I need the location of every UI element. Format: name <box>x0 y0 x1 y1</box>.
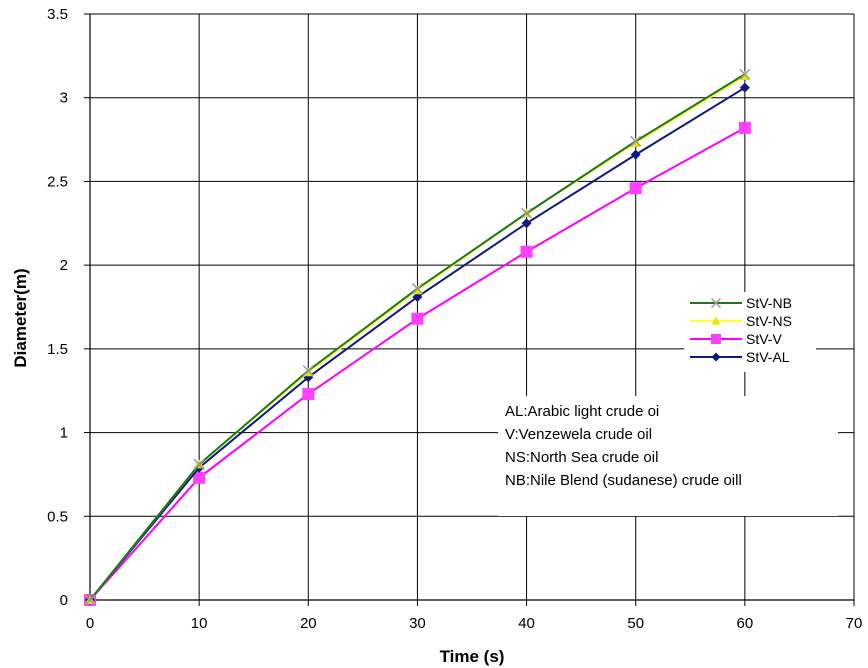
x-tick-label: 70 <box>846 615 863 632</box>
x-tick-label: 10 <box>191 615 208 632</box>
legend-label: StV-NB <box>746 295 792 311</box>
series-group <box>84 68 751 606</box>
data-point <box>411 283 423 295</box>
x-tick-label: 50 <box>627 615 644 632</box>
annotation-line: NB:Nile Blend (sudanese) crude oill <box>505 472 742 489</box>
y-tick-label: 2 <box>60 257 68 274</box>
x-tick-label: 0 <box>86 615 94 632</box>
y-tick-label: 1.5 <box>47 341 68 358</box>
legend-label: StV-V <box>746 331 782 347</box>
y-tick-label: 3.5 <box>47 6 68 23</box>
annotation-line: NS:North Sea crude oil <box>505 449 658 466</box>
data-point <box>630 135 642 147</box>
annotation-line: AL:Arabic light crude oi <box>505 403 659 420</box>
y-tick-labels: 0 0.5 1 1.5 2 2.5 3 3.5 <box>47 6 68 609</box>
legend: StV-NB StV-NS StV-V StV-AL <box>684 292 816 372</box>
data-point <box>411 312 424 325</box>
data-point <box>84 594 96 606</box>
legend-label: StV-NS <box>746 313 792 329</box>
legend-label: StV-AL <box>746 349 790 365</box>
data-point <box>412 291 423 302</box>
x-tick-label: 60 <box>737 615 754 632</box>
data-point <box>739 68 751 80</box>
annotation-background <box>498 396 838 516</box>
data-point <box>711 334 721 344</box>
y-tick-label: 3 <box>60 90 68 107</box>
annotation-line: V:Venzewela crude oil <box>505 426 652 443</box>
data-point <box>711 352 721 362</box>
data-point <box>193 458 205 470</box>
data-point <box>711 316 721 325</box>
x-axis-title: Time (s) <box>440 647 505 666</box>
data-point <box>521 207 533 219</box>
data-point <box>520 245 533 258</box>
data-point <box>710 297 722 309</box>
data-point <box>521 218 532 229</box>
data-point <box>630 149 641 160</box>
y-axis-title: Diameter(m) <box>11 268 30 367</box>
y-tick-label: 2.5 <box>47 173 68 190</box>
y-tick-label: 1 <box>60 425 68 442</box>
axes <box>84 13 855 606</box>
data-point <box>302 365 314 377</box>
x-tick-label: 40 <box>518 615 535 632</box>
data-point <box>629 182 642 195</box>
legend-background <box>684 292 816 372</box>
x-tick-label: 30 <box>409 615 426 632</box>
data-point <box>302 388 315 401</box>
annotation-box: AL:Arabic light crude oi V:Venzewela cru… <box>498 396 838 516</box>
data-point <box>739 82 750 93</box>
data-point <box>193 471 206 484</box>
y-tick-label: 0 <box>60 592 68 609</box>
data-point <box>738 121 751 134</box>
x-tick-labels: 0 10 20 30 40 50 60 70 <box>86 615 863 632</box>
x-tick-label: 20 <box>300 615 317 632</box>
y-tick-label: 0.5 <box>47 508 68 525</box>
